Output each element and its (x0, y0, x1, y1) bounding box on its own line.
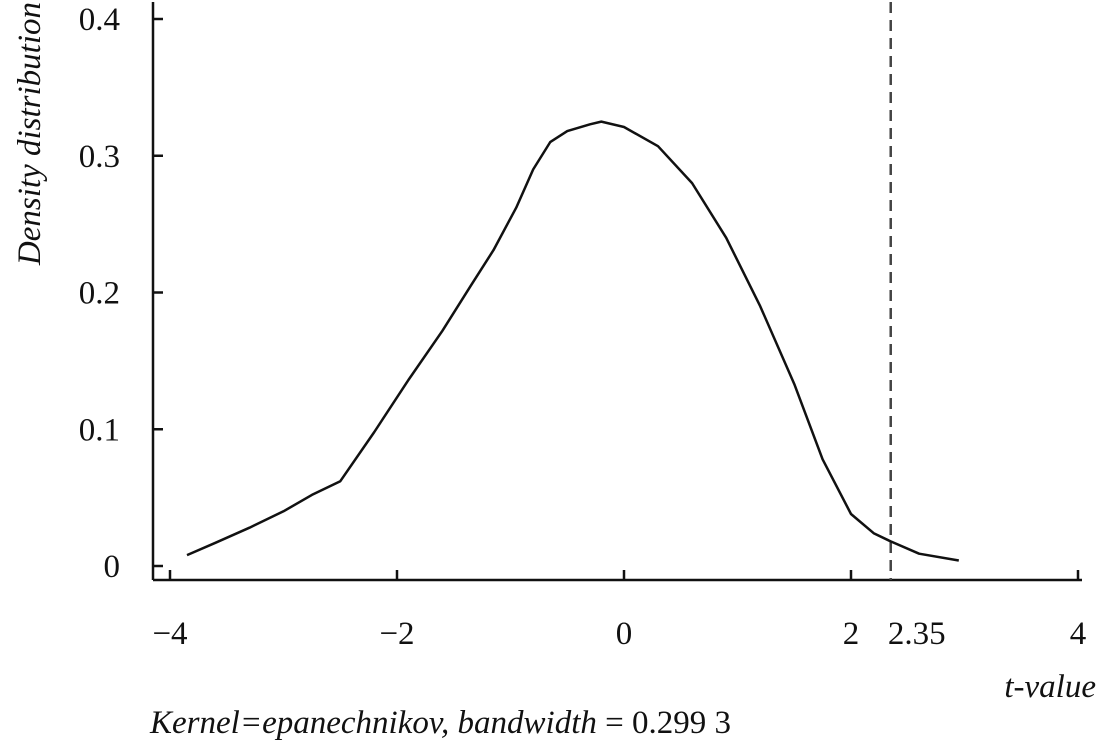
y-tick-label-2: 0.2 (79, 276, 120, 312)
reference-line-label: 2.35 (888, 616, 946, 652)
bandwidth-value: = 0.299 3 (596, 705, 732, 741)
y-tick-label-3: 0.3 (79, 139, 120, 175)
x-tick-label-2: 0 (616, 616, 633, 652)
y-axis-title: Density distribution (12, 2, 48, 266)
kernel-caption-text: Kernel=epanechnikov, bandwidth (150, 705, 597, 741)
y-tick-label-0: 0 (104, 549, 121, 585)
density-curve-0 (186, 120, 960, 562)
y-tick-label-1: 0.1 (79, 412, 120, 448)
x-axis-title: t-value (1004, 669, 1096, 705)
y-tick-label-4: 0.4 (79, 2, 120, 38)
x-tick-label-1: −2 (379, 616, 414, 652)
x-tick-label-3: 2 (843, 616, 860, 652)
x-tick-label-0: −4 (152, 616, 187, 652)
chart-caption: Kernel=epanechnikov, bandwidth = 0.299 3 (150, 705, 731, 742)
x-tick-label-4: 4 (1070, 616, 1087, 652)
